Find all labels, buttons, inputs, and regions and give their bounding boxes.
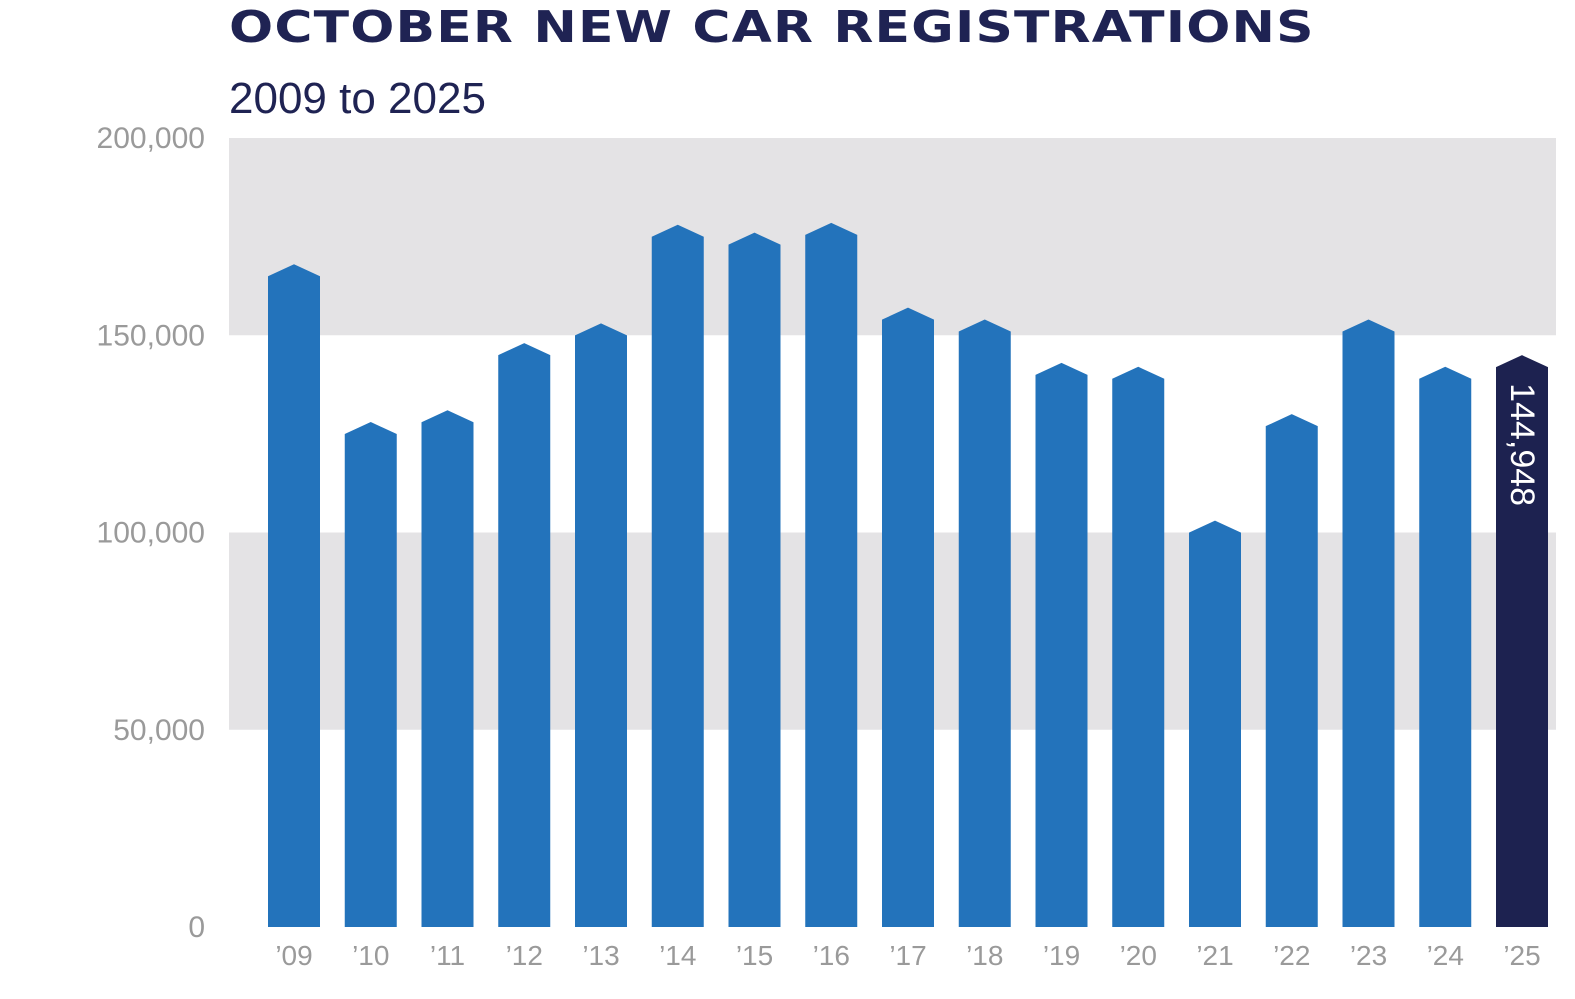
bar-highlight bbox=[1496, 355, 1548, 927]
x-tick-label: ’11 bbox=[430, 940, 465, 971]
x-tick-label: ’10 bbox=[352, 940, 389, 971]
bar bbox=[805, 222, 858, 927]
bar bbox=[1035, 362, 1088, 927]
bar bbox=[1189, 520, 1241, 927]
x-tick-label: ’13 bbox=[582, 940, 619, 971]
x-tick-label: ’22 bbox=[1273, 940, 1310, 971]
y-axis: 0 50,000 100,000 150,000 200,000 bbox=[97, 122, 205, 944]
x-tick-label: ’21 bbox=[1196, 940, 1233, 971]
y-tick-label: 200,000 bbox=[97, 122, 205, 155]
x-tick-label: ’18 bbox=[966, 940, 1003, 971]
y-tick-label: 50,000 bbox=[113, 714, 205, 747]
x-tick-label: ’15 bbox=[736, 940, 773, 971]
bar bbox=[728, 232, 781, 927]
x-tick-label: ’23 bbox=[1350, 940, 1387, 971]
bar bbox=[421, 410, 474, 928]
x-axis: ’09 ’10 ’11 ’12 ’13 ’14 ’15 ’16 ’17 ’18 ’19 ’20 ’21 ’… bbox=[275, 940, 1540, 971]
bar bbox=[882, 307, 934, 927]
chart-subtitle: 2009 to 2025 bbox=[229, 74, 486, 123]
x-tick-label: ’25 bbox=[1503, 940, 1540, 971]
bar bbox=[575, 323, 627, 927]
background-band bbox=[229, 138, 1556, 336]
bar bbox=[344, 422, 397, 927]
bar bbox=[958, 319, 1011, 928]
data-label: 144,948 bbox=[1503, 383, 1541, 506]
x-tick-label: ’20 bbox=[1120, 940, 1157, 971]
bar bbox=[1419, 366, 1472, 927]
x-tick-label: ’24 bbox=[1427, 940, 1464, 971]
bar bbox=[1112, 366, 1165, 927]
chart-title: OCTOBER NEW CAR REGISTRATIONS bbox=[229, 2, 1315, 53]
bar bbox=[498, 343, 551, 927]
x-tick-label: ’16 bbox=[813, 940, 850, 971]
data-labels: 144,948 bbox=[1503, 383, 1541, 506]
x-tick-label: ’12 bbox=[506, 940, 543, 971]
x-tick-label: ’09 bbox=[275, 940, 312, 971]
x-tick-label: ’17 bbox=[889, 940, 926, 971]
y-tick-label: 0 bbox=[188, 911, 205, 944]
bar bbox=[1342, 319, 1395, 928]
bars bbox=[268, 222, 1548, 928]
y-tick-label: 100,000 bbox=[97, 517, 205, 550]
y-tick-label: 150,000 bbox=[97, 319, 205, 352]
x-tick-label: ’19 bbox=[1043, 940, 1080, 971]
bar bbox=[268, 264, 320, 927]
bar bbox=[1265, 414, 1318, 927]
x-tick-label: ’14 bbox=[659, 940, 696, 971]
bar bbox=[651, 224, 704, 928]
